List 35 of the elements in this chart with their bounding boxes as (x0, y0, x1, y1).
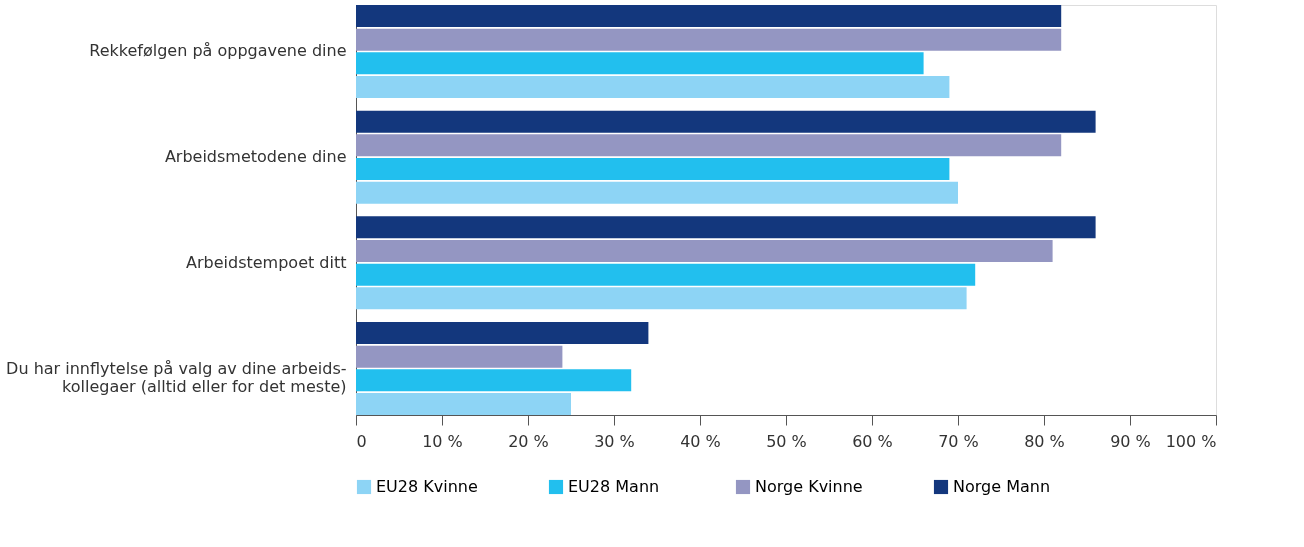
x-tick-label: 50 % (766, 431, 807, 451)
bar (356, 287, 967, 310)
x-tick-label: 30 % (594, 431, 635, 451)
x-tick-label: 80 % (1024, 431, 1065, 451)
x-tick-label: 60 % (852, 431, 893, 451)
legend-label: EU28 Mann (568, 477, 660, 496)
x-tick-label: 90 % (1110, 431, 1151, 451)
x-tick-label: 10 % (422, 431, 463, 451)
y-tick-label: Arbeidstempoet ditt (186, 252, 347, 272)
legend-label: Norge Mann (953, 477, 1051, 496)
x-tick-label: 0 (356, 431, 367, 451)
bar (356, 181, 958, 204)
bar (356, 369, 632, 392)
x-tick-label: 70 % (938, 431, 979, 451)
bar (356, 216, 1096, 239)
y-tick-label: Du har innflytelse på valg av dine arbeids- kollegaer (alltid eller for det meste) (6, 358, 347, 396)
x-tick-label: 20 % (508, 431, 549, 451)
bar (356, 157, 950, 180)
bar (356, 263, 976, 286)
bar (356, 75, 950, 98)
bar (356, 28, 1062, 51)
bar (356, 322, 649, 345)
legend-label: Norge Kvinne (755, 477, 863, 496)
x-tick-label: 100 % (1165, 431, 1217, 451)
bar (356, 134, 1062, 157)
bar (356, 5, 1062, 28)
bar (356, 52, 924, 75)
legend-label: EU28 Kvinne (376, 477, 478, 496)
y-tick-label: Arbeidsmetodene dine (164, 147, 347, 167)
bar (356, 392, 571, 415)
x-tick-label: 40 % (680, 431, 721, 451)
bar (356, 110, 1096, 133)
y-tick-label: Rekkefølgen på oppgavene dine (89, 41, 347, 61)
bar (356, 345, 563, 368)
bar (356, 240, 1053, 263)
